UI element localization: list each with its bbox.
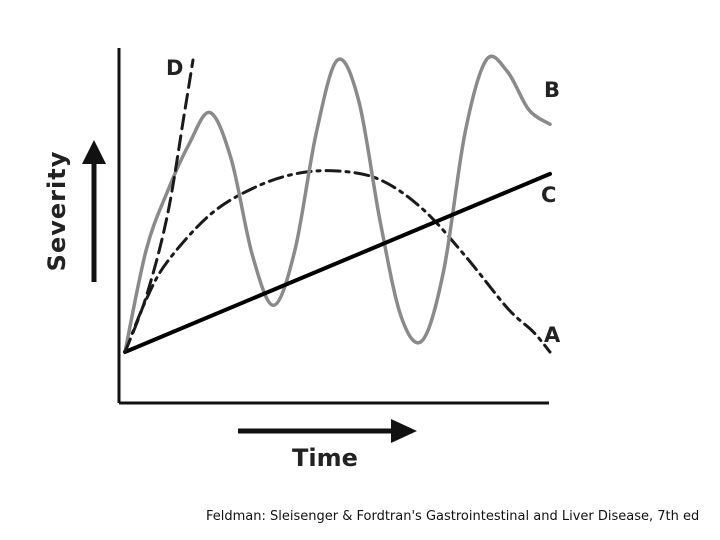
x-arrow-head [391,419,417,443]
series-a-line [123,169,552,354]
series-label-b: B [544,78,560,102]
series-c-line [123,171,552,354]
series-label-d: D [166,56,183,80]
series-d-line [123,58,195,354]
label-layer: A B C D [166,56,561,347]
figure-caption: Feldman: Sleisenger & Fordtran's Gastroi… [206,509,700,524]
series-layer [123,54,552,354]
y-axis-label: Severity [43,151,71,272]
series-label-a: A [544,323,561,347]
series-b-line [123,54,552,354]
series-label-c: C [541,183,556,207]
y-arrow-head [82,140,106,164]
x-axis-label: Time [292,444,358,472]
